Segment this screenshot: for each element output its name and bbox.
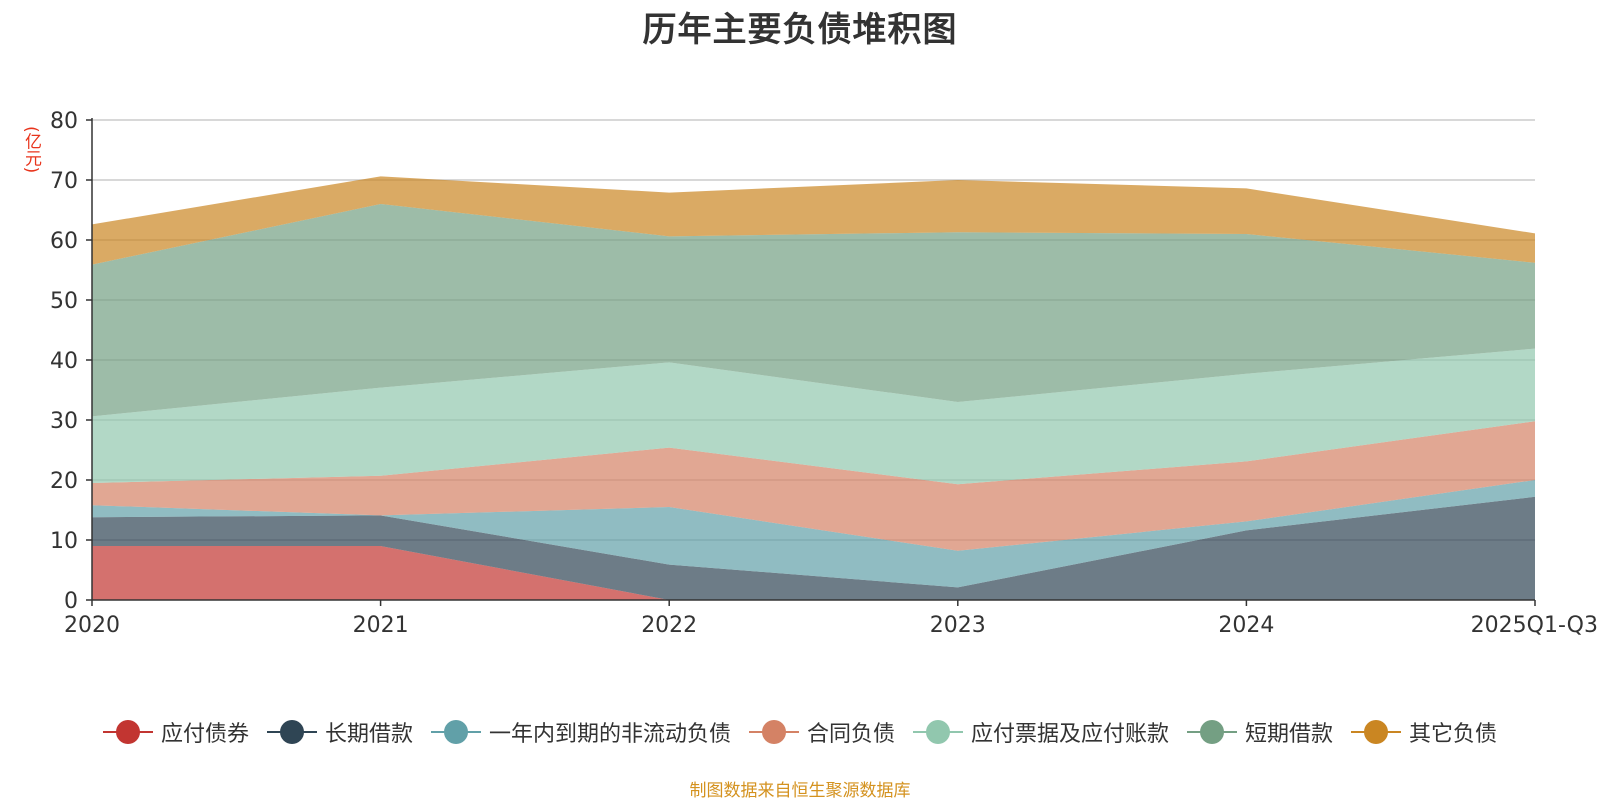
y-tick-label: 10 [50, 529, 78, 554]
y-tick-label: 0 [64, 589, 78, 614]
data-point-6-5[interactable] [1531, 229, 1539, 237]
area-series-5[interactable] [92, 204, 1535, 417]
legend-marker-icon [266, 719, 317, 745]
legend-label: 其它负债 [1409, 722, 1498, 747]
x-tick-label: 2021 [353, 613, 409, 638]
y-tick-label: 30 [50, 409, 78, 434]
legend-item-1[interactable]: 长期借款 [266, 716, 413, 748]
stacked-area-plot: 0 10 20 30 40 50 60 70 80 2020 2021 2022 2023 2024 202… [50, 109, 1598, 638]
area-series-6[interactable] [92, 176, 1535, 265]
x-tick-label: 2020 [64, 613, 120, 638]
legend-item-6[interactable]: 其它负债 [1351, 716, 1497, 748]
area-series-3[interactable] [92, 421, 1535, 551]
y-tick-label: 40 [50, 349, 78, 374]
legend-item-5[interactable]: 短期借款 [1187, 716, 1333, 748]
data-point-6-2[interactable] [665, 189, 673, 197]
legend: 应付债券 长期借款 一年内到期的非流动负债 合同负债 应付票据及应付账款 短期借款 其它负债 [0, 716, 1600, 748]
legend-marker-icon [1351, 719, 1402, 745]
y-tick-label: 20 [50, 469, 78, 494]
y-tick-label: 80 [50, 109, 78, 134]
legend-item-4[interactable]: 应付票据及应付账款 [913, 716, 1169, 748]
legend-marker-icon [913, 719, 963, 745]
area-series-1[interactable] [92, 496, 1535, 600]
legend-marker-icon [430, 719, 481, 745]
legend-marker-icon [102, 719, 153, 745]
x-tick-label: 2022 [641, 613, 697, 638]
axes: 0 10 20 30 40 50 60 70 80 2020 2021 2022 2023 2024 202… [50, 109, 1598, 638]
y-tick-label: 70 [50, 169, 78, 194]
legend-marker-icon [1187, 719, 1238, 745]
area-series-2[interactable] [92, 480, 1535, 588]
area-series [92, 172, 1539, 600]
legend-label: 长期借款 [324, 722, 413, 747]
data-point-6-1[interactable] [377, 172, 385, 180]
x-tick-label: 2024 [1218, 613, 1274, 638]
chart-title: 历年主要负债堆积图 [642, 10, 958, 50]
area-series-4[interactable] [92, 348, 1535, 485]
x-tick-label: 2025Q1-Q3 [1471, 613, 1598, 638]
x-tick-label: 2023 [930, 613, 986, 638]
legend-item-2[interactable]: 一年内到期的非流动负债 [430, 716, 731, 748]
data-point-6-3[interactable] [954, 176, 962, 184]
source-note: 制图数据来自恒生聚源数据库 [689, 781, 911, 800]
legend-label: 短期借款 [1245, 722, 1334, 747]
area-series-0[interactable] [92, 546, 1535, 600]
y-tick-label: 50 [50, 289, 78, 314]
y-axis-unit-label: (亿元) [21, 126, 41, 174]
legend-label: 应付债券 [160, 722, 249, 747]
legend-label: 一年内到期的非流动负债 [488, 722, 731, 747]
legend-label: 应付票据及应付账款 [971, 722, 1170, 747]
legend-item-3[interactable]: 合同负债 [748, 716, 895, 748]
legend-item-0[interactable]: 应付债券 [102, 716, 249, 748]
legend-marker-icon [748, 719, 799, 745]
data-point-6-4[interactable] [1242, 184, 1250, 192]
y-tick-label: 60 [50, 229, 78, 254]
legend-label: 合同负债 [806, 722, 895, 747]
